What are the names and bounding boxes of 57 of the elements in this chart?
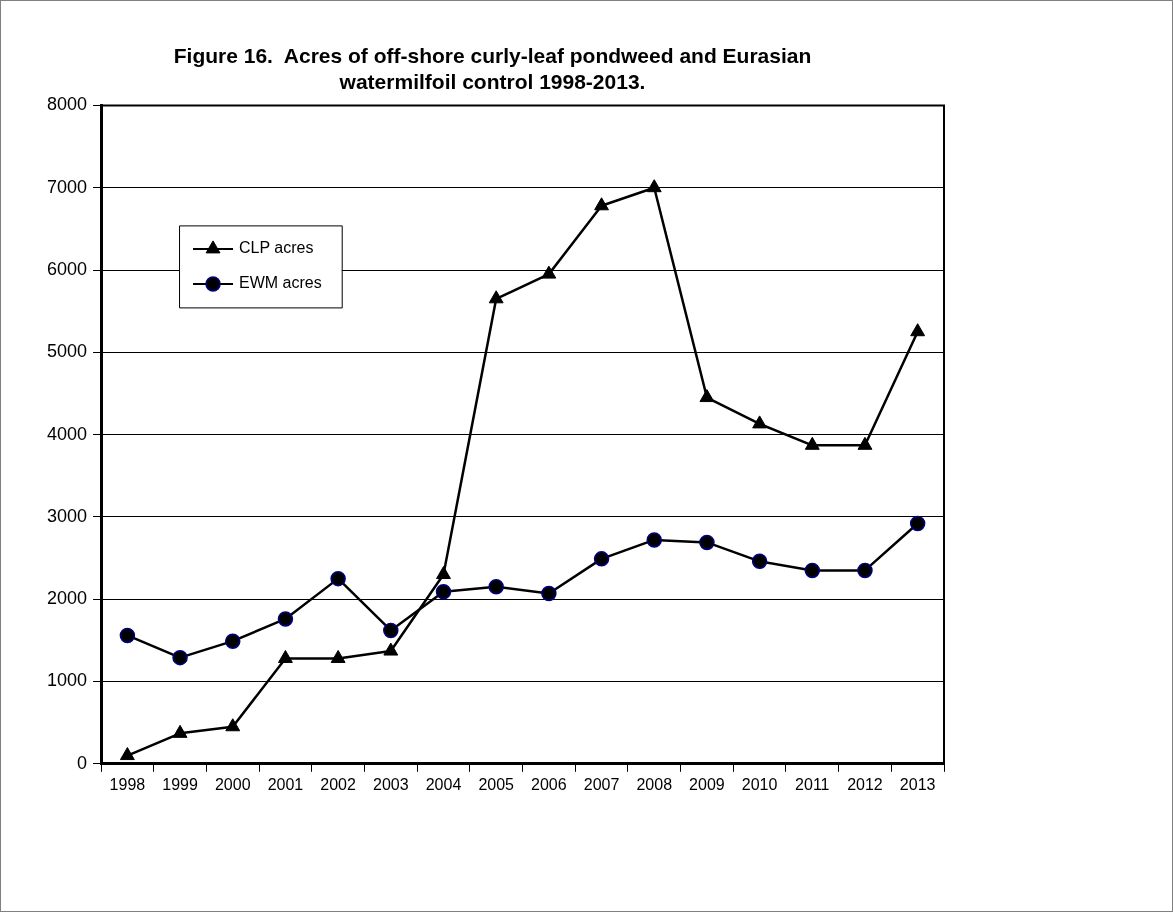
x-tick-label: 1998 <box>109 775 146 793</box>
x-tick-label: 2005 <box>478 775 515 793</box>
point <box>172 649 188 666</box>
point <box>804 436 820 450</box>
y-tick-label: 2000 <box>47 588 88 609</box>
point <box>383 642 399 656</box>
legend-label: CLP acres <box>239 239 314 257</box>
point <box>594 197 609 211</box>
x-tick-label: 2010 <box>741 775 778 793</box>
x-tick-label: 2007 <box>583 775 620 793</box>
x-tick-label: 2003 <box>373 775 409 793</box>
point <box>752 415 768 429</box>
point <box>804 562 821 579</box>
point <box>910 323 926 337</box>
x-tick-label: 2006 <box>531 775 567 793</box>
point <box>119 747 135 761</box>
x-tick-label: 2011 <box>795 775 830 793</box>
x-tick-label: 2000 <box>214 775 251 793</box>
point <box>699 534 715 551</box>
point <box>225 718 241 732</box>
point <box>857 562 873 579</box>
point <box>330 570 346 587</box>
x-tick-label: 1999 <box>162 775 198 793</box>
point <box>225 633 241 649</box>
point <box>541 585 557 602</box>
point <box>383 622 399 639</box>
point <box>751 553 768 570</box>
point <box>593 551 610 567</box>
point <box>436 566 451 580</box>
point <box>909 515 926 532</box>
legend-label: EWM acres <box>239 274 322 292</box>
point <box>646 179 662 193</box>
x-tick-label: 2004 <box>425 775 462 793</box>
point <box>699 389 715 403</box>
point <box>435 584 452 600</box>
y-tick-label: 6000 <box>47 258 88 279</box>
y-tick-label: 5000 <box>47 341 88 362</box>
y-tick-label: 7000 <box>47 176 88 197</box>
x-tick-label: 2001 <box>267 775 304 793</box>
point <box>488 579 504 595</box>
y-tick-label: 4000 <box>47 423 88 444</box>
point <box>857 436 873 450</box>
x-tick-label: 2013 <box>899 775 936 793</box>
x-tick-label: 2008 <box>636 775 673 793</box>
y-tick-label: 0 <box>77 752 88 773</box>
x-tick-label: 2012 <box>847 775 883 793</box>
y-tick-label: 3000 <box>47 505 88 526</box>
chart-title: Figure 16. Acres of off-shore curly-leaf pondweed and Eurasian watermilfoil control 1998-2013. <box>173 44 812 93</box>
point <box>119 627 136 644</box>
x-tick-label: 2009 <box>689 775 725 793</box>
y-tick-label: 8000 <box>47 94 88 115</box>
y-tick-label: 1000 <box>47 670 88 691</box>
point <box>277 611 294 627</box>
point <box>541 265 557 279</box>
point <box>488 290 504 304</box>
x-tick-label: 2002 <box>320 775 357 793</box>
point <box>646 532 662 548</box>
